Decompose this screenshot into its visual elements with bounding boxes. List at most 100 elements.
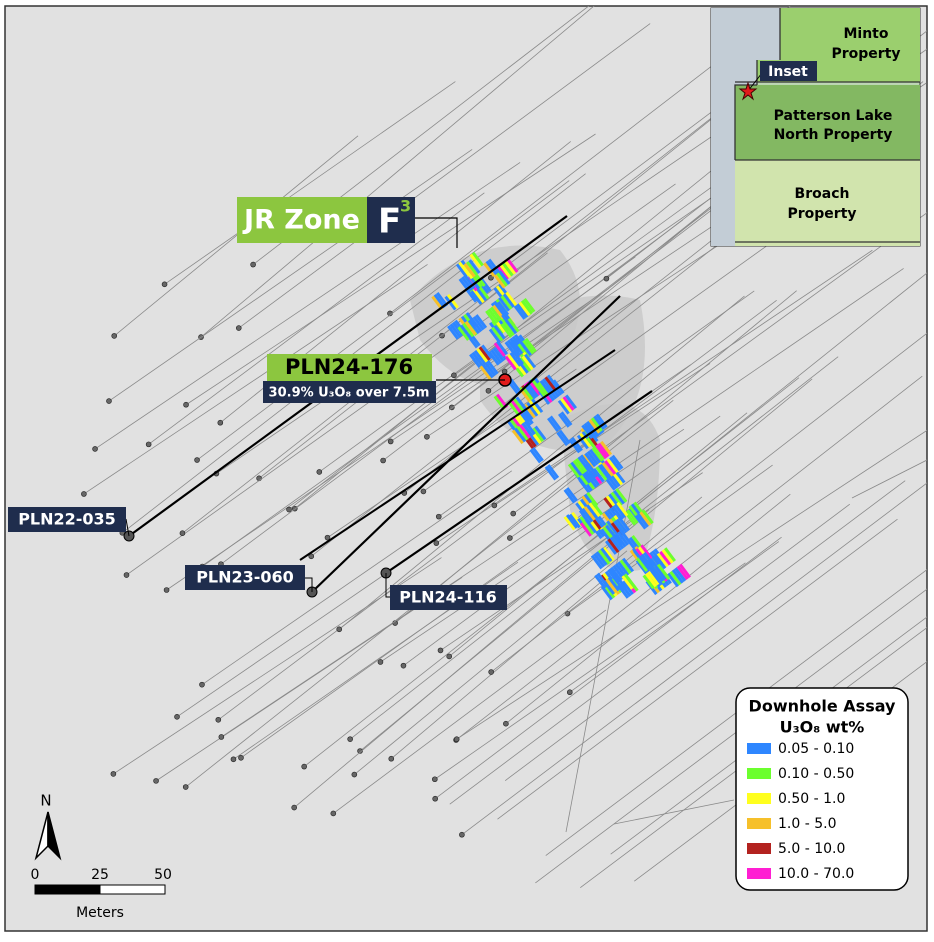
drill-trace	[200, 6, 595, 338]
collar	[330, 810, 337, 817]
assay-group	[642, 563, 669, 590]
assay-interval	[493, 273, 506, 289]
assay-interval	[586, 450, 599, 466]
highlight-label: PLN24-176 30.9% U₃O₈ over 7.5m	[263, 354, 505, 403]
legend-label: 0.10 - 0.50	[778, 766, 854, 782]
drill-trace	[108, 149, 473, 402]
drill-trace	[164, 81, 456, 285]
assay-interval	[472, 315, 485, 331]
assay-group	[590, 547, 613, 570]
assay-interval	[607, 576, 620, 592]
drill-trace	[504, 480, 906, 781]
assay-interval	[481, 344, 494, 360]
assay-interval	[613, 489, 626, 505]
drill-trace	[391, 496, 703, 760]
assay-interval	[475, 314, 488, 329]
drill-trace	[380, 507, 612, 663]
assay-interval	[505, 291, 518, 307]
inset-label: Property	[831, 46, 900, 62]
assay-interval	[483, 262, 496, 277]
assay-interval	[504, 355, 517, 371]
assay-interval	[663, 547, 676, 562]
collar	[503, 720, 509, 727]
assay-group	[493, 270, 511, 289]
collar	[199, 681, 205, 688]
highlight-hole: PLN24-176	[285, 355, 413, 379]
assay-interval	[513, 398, 526, 413]
assay-interval	[572, 459, 585, 475]
assay-group	[500, 317, 520, 338]
hole-label: PLN24-116	[399, 588, 497, 607]
assay-interval	[515, 396, 528, 412]
inset-label: Minto	[843, 26, 888, 42]
zone-name: JR Zone	[242, 205, 360, 236]
assay-interval	[462, 322, 475, 338]
assay-interval	[511, 429, 524, 445]
assay-interval	[575, 457, 588, 473]
assay-interval	[498, 270, 511, 285]
assay-group	[547, 415, 562, 432]
collar	[194, 457, 200, 463]
assay-interval	[563, 515, 576, 531]
collar	[357, 748, 363, 754]
assay-interval	[636, 513, 649, 528]
assay-group	[666, 563, 691, 588]
assay-interval	[516, 303, 529, 318]
collar	[400, 662, 407, 669]
drill-trace	[303, 377, 800, 767]
assay-interval	[603, 476, 616, 491]
collar	[564, 610, 571, 617]
collar	[420, 488, 427, 495]
drill-trace	[238, 23, 651, 329]
collar	[174, 713, 180, 720]
assay-interval	[509, 352, 522, 367]
assay-interval	[676, 565, 689, 581]
assay-interval	[544, 376, 557, 391]
zone-label: JR Zone F 3	[237, 197, 458, 248]
assay-interval	[597, 442, 610, 458]
assay-interval	[595, 444, 608, 460]
assay-interval	[622, 557, 635, 573]
assay-interval	[631, 535, 644, 550]
collar	[182, 784, 189, 790]
collar	[316, 469, 323, 475]
assay-interval	[659, 550, 672, 566]
collar	[218, 734, 225, 740]
drill-trace	[113, 557, 442, 775]
inset-label: North Property	[774, 127, 893, 143]
assay-interval	[469, 253, 482, 269]
drill-trace	[569, 541, 780, 693]
assay-interval	[606, 520, 619, 535]
assay-interval	[489, 306, 502, 322]
assay-group	[469, 344, 494, 369]
drill-trace	[461, 482, 927, 836]
assay-interval	[523, 420, 536, 436]
drill-trace	[434, 562, 746, 780]
assay-interval	[488, 328, 501, 344]
drill-trace	[196, 180, 570, 461]
collar	[215, 716, 222, 723]
drill-trace	[565, 439, 641, 833]
legend: Downhole Assay U₃O₈ wt% 0.05 - 0.10 0.10 …	[735, 687, 909, 891]
assay-interval	[531, 427, 544, 443]
assay-interval	[478, 346, 491, 361]
assay-interval	[471, 351, 484, 367]
drill-trace	[490, 332, 927, 673]
assay-interval	[498, 296, 511, 312]
assay-interval	[494, 302, 507, 318]
hole-labels: PLN22-035 PLN23-060 PLN24-116	[8, 507, 507, 610]
assay-group	[513, 297, 536, 320]
legend-label: 0.50 - 1.0	[778, 791, 845, 807]
assay-interval	[606, 458, 619, 473]
assay-interval	[491, 326, 504, 342]
assay-interval	[433, 293, 446, 309]
assay-interval	[523, 297, 536, 313]
assay-interval	[611, 454, 624, 470]
collar	[123, 572, 130, 578]
assay-interval	[621, 580, 634, 596]
assay-interval	[560, 411, 573, 426]
legend-label: 5.0 - 10.0	[778, 841, 845, 857]
collar	[256, 475, 262, 482]
assay-group	[493, 340, 509, 357]
assay-interval	[526, 402, 539, 417]
